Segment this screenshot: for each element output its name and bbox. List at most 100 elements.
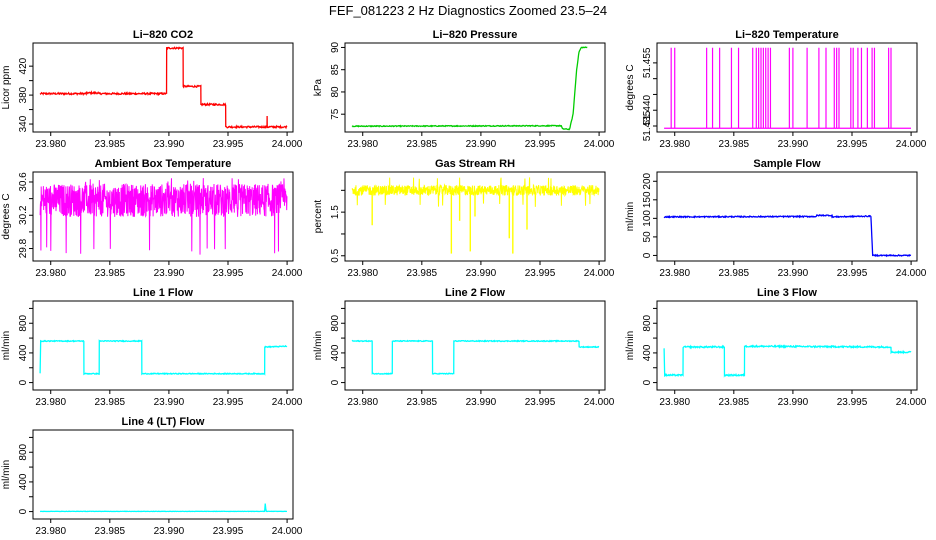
plot-frame <box>656 171 918 262</box>
series-line <box>39 339 288 376</box>
x-tick-label: 23.995 <box>213 397 244 408</box>
data-series <box>39 178 288 255</box>
data-series <box>351 339 600 376</box>
panel-title: Line 4 (LT) Flow <box>122 416 205 428</box>
y-tick-label: 400 <box>642 344 653 361</box>
y-tick-label: 0 <box>18 379 29 385</box>
y-tick-label: 400 <box>18 344 29 361</box>
panel-title: Ambient Box Temperature <box>95 158 232 170</box>
x-tick-label: 23.995 <box>837 397 868 408</box>
panel-grid: Li−820 CO2 23.980 23.985 23.990 23.995 24.000… <box>1 29 927 537</box>
plot-frame <box>32 429 294 520</box>
y-tick-label: 800 <box>18 314 29 331</box>
data-series <box>664 47 911 129</box>
x-tick-label: 23.980 <box>659 139 690 150</box>
x-tick-label: 23.990 <box>154 268 185 279</box>
y-tick-label: 51.440 <box>642 94 653 125</box>
data-series <box>39 339 288 376</box>
x-tick-label: 23.980 <box>347 397 378 408</box>
x-tick-label: 23.985 <box>719 397 750 408</box>
panel-title: Li−820 Pressure <box>433 29 518 41</box>
y-tick-label: 800 <box>18 443 29 460</box>
panel-title: Li−820 CO2 <box>133 29 193 41</box>
x-tick-label: 24.000 <box>584 139 615 150</box>
x-tick-label: 23.980 <box>659 397 690 408</box>
data-series <box>39 503 287 513</box>
x-tick-label: 23.985 <box>407 268 438 279</box>
x-tick-label: 23.990 <box>154 526 185 537</box>
y-tick-label: 150 <box>642 191 653 208</box>
panel-title: Li−820 Temperature <box>735 29 838 41</box>
x-tick-label: 23.985 <box>95 526 126 537</box>
y-tick-label: 29.8 <box>18 238 29 258</box>
chart-panel-10: Line 4 (LT) Flow 23.980 23.985 23.990 23.995… <box>1 416 303 537</box>
y-tick-label: 400 <box>330 344 341 361</box>
x-tick-label: 23.985 <box>407 397 438 408</box>
x-tick-label: 23.995 <box>837 139 868 150</box>
y-tick-label: 0 <box>642 379 653 385</box>
x-tick-label: 23.985 <box>719 268 750 279</box>
panel-title: Line 3 Flow <box>757 287 817 299</box>
data-series <box>39 46 288 130</box>
y-tick-label: 0 <box>18 508 29 514</box>
y-tick-label: 800 <box>642 314 653 331</box>
x-tick-label: 23.990 <box>778 139 809 150</box>
x-tick-label: 24.000 <box>896 397 927 408</box>
x-tick-label: 24.000 <box>272 268 303 279</box>
chart-panel-1: Li−820 CO2 23.980 23.985 23.990 23.995 24.000… <box>1 29 303 150</box>
x-tick-label: 23.985 <box>95 397 126 408</box>
x-tick-label: 23.990 <box>154 139 185 150</box>
y-tick-label: 80 <box>330 86 341 98</box>
figure-title: FEF_081223 2 Hz Diagnostics Zoomed 23.5–… <box>329 3 607 18</box>
x-tick-label: 23.985 <box>95 268 126 279</box>
y-axis-label: percent <box>313 200 324 234</box>
y-tick-label: 50 <box>642 231 653 243</box>
y-tick-label: 90 <box>330 41 341 53</box>
x-tick-label: 23.995 <box>213 526 244 537</box>
chart-panel-2: Li−820 Pressure 23.980 23.985 23.990 23.995 2… <box>313 29 615 150</box>
plot-frame <box>32 171 294 262</box>
x-tick-label: 24.000 <box>584 268 615 279</box>
x-tick-label: 24.000 <box>272 526 303 537</box>
y-tick-label: 75 <box>330 108 341 120</box>
x-tick-label: 23.980 <box>347 268 378 279</box>
chart-panel-6: Sample Flow 23.980 23.985 23.990 23.995 24.00… <box>625 158 927 279</box>
data-series <box>351 46 588 131</box>
panel-title: Gas Stream RH <box>435 158 515 170</box>
data-series <box>663 213 912 258</box>
x-tick-label: 23.995 <box>213 268 244 279</box>
series-line <box>39 46 288 130</box>
y-axis-label: ml/min <box>1 331 12 360</box>
x-tick-label: 24.000 <box>272 139 303 150</box>
x-tick-label: 24.000 <box>896 268 927 279</box>
x-tick-label: 24.000 <box>272 397 303 408</box>
y-tick-label: 420 <box>18 57 29 74</box>
x-tick-label: 23.985 <box>719 139 750 150</box>
data-series <box>351 177 600 254</box>
plot-frame <box>32 42 294 133</box>
y-tick-label: 30.2 <box>18 205 29 225</box>
y-tick-label: 200 <box>642 172 653 189</box>
series-line <box>39 178 288 255</box>
series-line <box>351 339 600 376</box>
y-tick-label: 85 <box>330 64 341 76</box>
plot-frame <box>344 300 606 391</box>
y-axis-label: kPa <box>313 78 324 96</box>
y-axis-label: degrees C <box>625 64 636 110</box>
y-axis-label: ml/min <box>313 331 324 360</box>
x-tick-label: 23.980 <box>347 139 378 150</box>
x-tick-label: 24.000 <box>896 139 927 150</box>
y-tick-label: 0 <box>330 379 341 385</box>
chart-panel-5: Gas Stream RH 23.980 23.985 23.990 23.995 24.… <box>313 158 615 279</box>
y-axis-label: degrees C <box>1 193 12 239</box>
chart-panel-9: Line 3 Flow 23.980 23.985 23.990 23.995 24.00… <box>625 287 927 408</box>
x-tick-label: 23.990 <box>778 268 809 279</box>
series-line <box>351 46 588 131</box>
x-tick-label: 23.985 <box>95 139 126 150</box>
series-line <box>39 503 287 513</box>
x-tick-label: 23.980 <box>35 139 66 150</box>
x-tick-label: 23.980 <box>659 268 690 279</box>
y-tick-label: 51.455 <box>642 47 653 78</box>
x-tick-label: 23.980 <box>35 397 66 408</box>
